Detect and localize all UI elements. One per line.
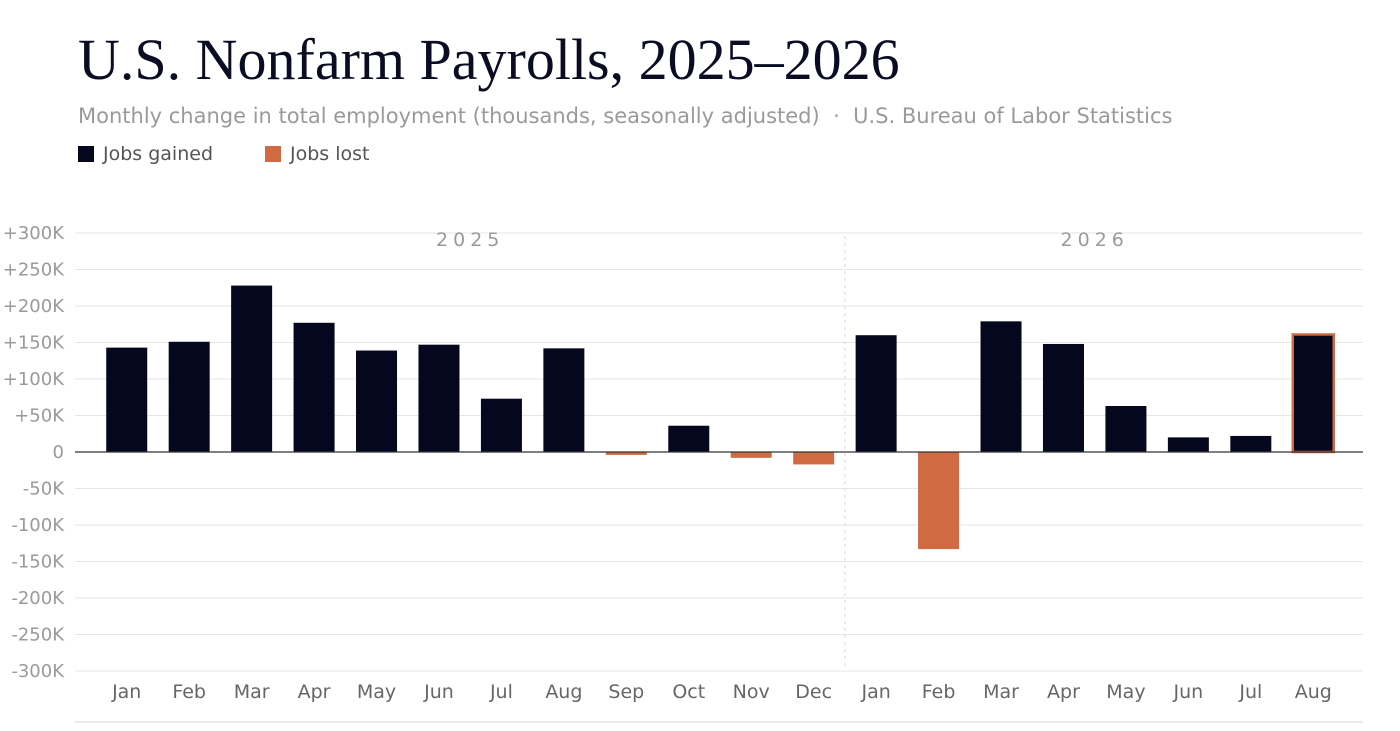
x-tick-label: Mar — [983, 681, 1019, 703]
bar — [1105, 406, 1147, 452]
legend-label-gained: Jobs gained — [103, 143, 214, 165]
legend-item-lost: Jobs lost — [265, 143, 370, 165]
x-tick-label: Jul — [1238, 681, 1262, 703]
x-tick-label: May — [357, 681, 396, 703]
y-tick-label: +150K — [3, 333, 65, 354]
bar — [855, 335, 897, 452]
legend: Jobs gained Jobs lost — [78, 143, 370, 165]
year-label: 2026 — [1061, 229, 1129, 251]
bar — [605, 452, 647, 455]
subtitle-separator: · — [833, 104, 840, 128]
x-tick-label: May — [1106, 681, 1145, 703]
bar — [168, 341, 210, 452]
x-tick-label: Apr — [298, 681, 331, 703]
bar — [918, 452, 960, 550]
bar — [1042, 343, 1084, 452]
bar — [106, 347, 148, 452]
x-tick-label: Jan — [860, 681, 890, 703]
bar — [1230, 435, 1272, 452]
x-tick-label: Jul — [489, 681, 513, 703]
x-tick-label: Aug — [545, 681, 582, 703]
bar — [356, 350, 398, 452]
bar-highlighted — [1291, 333, 1336, 454]
y-tick-label: -250K — [11, 625, 65, 646]
x-tick-label: Jun — [1173, 681, 1204, 703]
y-tick-label: +50K — [14, 406, 65, 427]
bar — [1167, 437, 1209, 452]
y-tick-label: -150K — [11, 552, 65, 573]
bar — [730, 452, 772, 458]
bar — [231, 285, 273, 452]
bar — [418, 344, 460, 452]
x-tick-label: Sep — [608, 681, 644, 703]
x-tick-label: Jun — [423, 681, 454, 703]
bar — [543, 348, 585, 452]
x-tick-label: Apr — [1047, 681, 1080, 703]
x-tick-label: Feb — [922, 681, 956, 703]
y-tick-label: 0 — [53, 442, 64, 463]
x-tick-label: Oct — [672, 681, 705, 703]
chart-subtitle: Monthly change in total employment (thou… — [78, 104, 1172, 128]
legend-label-lost: Jobs lost — [290, 143, 370, 165]
bar — [480, 398, 522, 452]
y-tick-label: -300K — [11, 661, 65, 682]
year-label: 2025 — [436, 229, 504, 251]
y-tick-label: -100K — [11, 515, 65, 536]
y-tick-label: +250K — [3, 260, 65, 281]
x-tick-label: Feb — [172, 681, 206, 703]
x-tick-label: Nov — [733, 681, 770, 703]
legend-item-gained: Jobs gained — [78, 143, 213, 165]
bar — [980, 321, 1022, 452]
x-tick-label: Jan — [111, 681, 141, 703]
legend-swatch-lost — [265, 146, 282, 162]
source-text: U.S. Bureau of Labor Statistics — [853, 104, 1173, 128]
legend-swatch-gained — [78, 146, 94, 162]
subtitle-text: Monthly change in total employment (thou… — [78, 104, 820, 128]
x-tick-label: Dec — [795, 681, 832, 703]
y-tick-label: +100K — [3, 369, 65, 390]
x-tick-label: Mar — [234, 681, 270, 703]
bar — [793, 452, 835, 465]
y-tick-label: +300K — [3, 223, 65, 244]
y-tick-label: +200K — [3, 296, 65, 317]
y-tick-label: -50K — [23, 479, 65, 500]
bar — [293, 322, 335, 452]
bar — [668, 425, 710, 452]
page-title: U.S. Nonfarm Payrolls, 2025–2026 — [78, 27, 900, 92]
x-tick-label: Aug — [1295, 681, 1332, 703]
y-tick-label: -200K — [11, 588, 65, 609]
